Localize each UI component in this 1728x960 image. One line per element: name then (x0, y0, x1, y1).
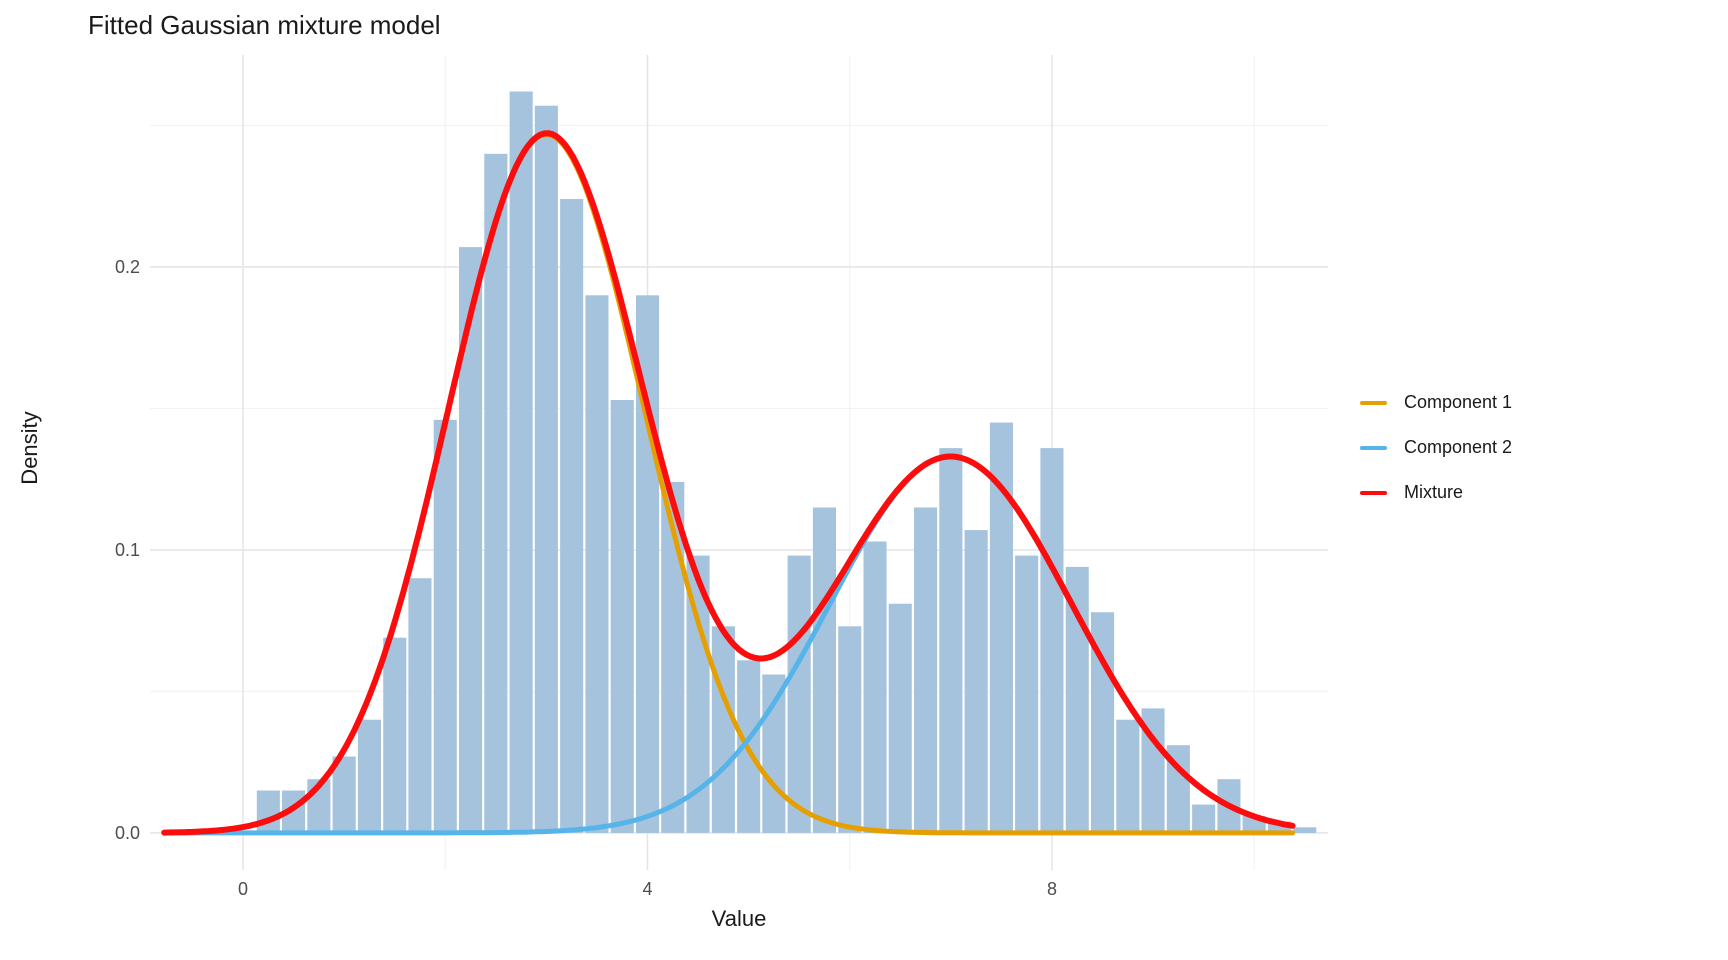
histogram-bar (1166, 745, 1190, 833)
histogram-bar (408, 578, 432, 833)
histogram-bar (509, 91, 533, 833)
histogram-bar (1015, 555, 1039, 833)
legend-item-component-2: Component 2 (1360, 437, 1512, 458)
histogram-bar (459, 247, 483, 833)
histogram-bar (686, 555, 710, 833)
histogram-bar (585, 295, 609, 833)
histogram-bar (964, 530, 988, 833)
histogram-bar (332, 756, 356, 833)
histogram-bar (383, 637, 407, 833)
histogram-bar (914, 507, 938, 833)
histogram-bar (610, 400, 634, 833)
x-tick-label: 0 (238, 879, 249, 899)
curve-mixture (161, 130, 1296, 836)
histogram-bar (838, 626, 862, 833)
histogram-bar (1040, 448, 1064, 833)
histogram-bar (560, 199, 584, 833)
histogram-bar (534, 105, 558, 833)
histogram-bar (863, 541, 887, 833)
histogram-bar (1065, 566, 1089, 833)
histogram-bar (661, 482, 685, 833)
legend-swatch-mixture-icon (1360, 490, 1387, 495)
histogram-bar (484, 153, 508, 834)
histogram-bar (812, 507, 836, 833)
histogram-bar (1141, 708, 1165, 833)
x-tick-label: 4 (642, 879, 653, 899)
histogram-bar (711, 626, 735, 833)
y-tick-label: 0.2 (114, 256, 140, 277)
histogram-bar (1192, 804, 1216, 833)
y-tick-label: 0.1 (114, 539, 140, 560)
chart-title: Fitted Gaussian mixture model (88, 10, 441, 40)
histogram-bar (989, 422, 1013, 833)
legend-swatch-component-2-icon (1360, 445, 1387, 450)
x-axis-title: Value (711, 906, 767, 931)
legend-label-component-1: Component 1 (1404, 392, 1513, 412)
histogram-bar (762, 674, 786, 833)
y-axis-title: Density (17, 411, 42, 485)
legend: Component 1 Component 2 Mixture (1360, 392, 1512, 503)
legend-item-component-1: Component 1 (1360, 392, 1512, 413)
y-tick-label: 0.0 (114, 822, 140, 843)
histogram-bar (1267, 821, 1291, 833)
histogram-bar (357, 719, 381, 833)
histogram-bar (888, 603, 912, 833)
histogram-bar (939, 448, 963, 833)
legend-item-mixture: Mixture (1360, 482, 1512, 503)
legend-label-mixture: Mixture (1404, 482, 1464, 502)
legend-swatch-component-1-icon (1360, 400, 1387, 405)
histogram-bar (1293, 827, 1317, 833)
x-tick-label: 8 (1046, 879, 1057, 899)
histogram-bar (256, 790, 280, 833)
histogram-bar (433, 419, 457, 833)
legend-label-component-2: Component 2 (1404, 437, 1513, 457)
histogram-bar (1116, 719, 1140, 833)
histogram-bar (787, 555, 811, 833)
